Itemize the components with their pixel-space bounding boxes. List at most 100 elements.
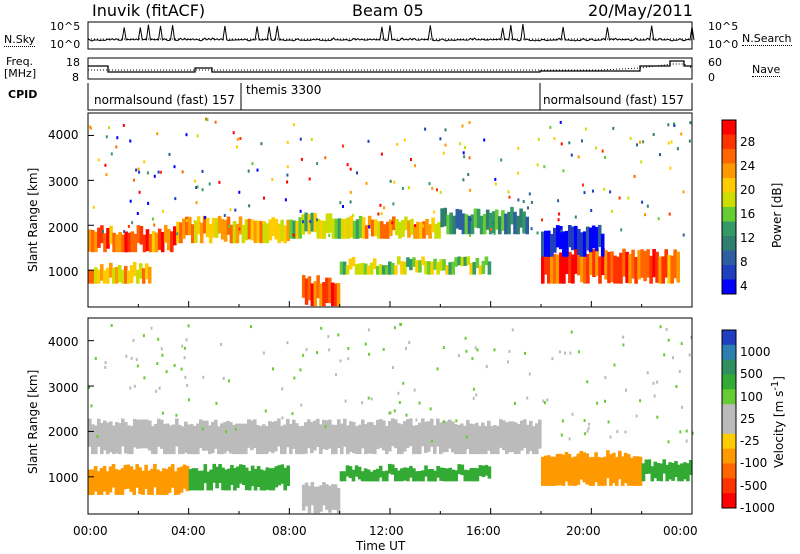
- velocity-speck-151: [596, 401, 599, 405]
- power-cbar-seg-4: [722, 178, 736, 193]
- velocity-speck-172: [675, 385, 678, 388]
- velocity-cell-4-24: [412, 468, 416, 482]
- velocity-cell-1-5: [102, 466, 107, 492]
- velocity-speck-123: [183, 346, 186, 350]
- velocity-cell-2-0: [188, 469, 193, 491]
- power-cell-2-11: [322, 220, 327, 239]
- velocity-cell-3-12: [336, 488, 341, 514]
- velocity-speck-24: [667, 440, 670, 444]
- power-cell-7-48: [484, 256, 489, 266]
- power-speck-117: [560, 229, 563, 233]
- velocity-cell-0-143: [517, 424, 521, 455]
- power-speck-112: [558, 212, 561, 216]
- velocity-speck-92: [639, 399, 642, 403]
- power-speck-53: [173, 165, 176, 169]
- velocity-cell-1-28: [170, 464, 175, 488]
- power-cell-8-9: [568, 251, 572, 284]
- velocity-speck-157: [405, 346, 407, 350]
- velocity-cell-5-27: [620, 456, 625, 486]
- velocity-speck-143: [347, 347, 350, 350]
- power-cell-3-16: [413, 224, 417, 239]
- freq-trace: [88, 60, 693, 73]
- velocity-cell-4-10: [369, 471, 374, 482]
- velocity-speck-11: [104, 365, 107, 369]
- power-cell-3-4: [376, 221, 381, 239]
- velocity-cell-0-113: [427, 421, 431, 452]
- power-cell-9-8: [565, 230, 569, 257]
- velocity-cell-0-29: [175, 418, 179, 447]
- velocity-cell-0-91: [361, 419, 365, 449]
- power-speck-131: [557, 218, 560, 222]
- velocity-cell-0-105: [403, 421, 407, 452]
- power-cell-1-5: [191, 224, 195, 244]
- velocity-cell-0-38: [202, 420, 206, 451]
- velocity-cell-4-8: [363, 468, 368, 482]
- velocity-cell-0-118: [442, 421, 446, 453]
- power-cell-8-32: [637, 250, 641, 280]
- velocity-speck-43: [616, 430, 619, 434]
- power-cell-9-12: [577, 228, 581, 255]
- power-cell-0-3: [97, 227, 101, 248]
- power-speck-208: [618, 196, 621, 200]
- velocity-speck-50: [586, 429, 589, 433]
- velocity-cell-0-6: [106, 422, 110, 455]
- velocity-cell-2-21: [250, 465, 255, 487]
- power-cell-5-14: [129, 265, 134, 283]
- velocity-cell-0-18: [142, 419, 146, 449]
- power-cell-7-41: [463, 256, 468, 266]
- velocity-speck-59: [156, 362, 159, 365]
- velocity-cell-6-1: [644, 459, 649, 474]
- power-speck-4: [392, 202, 395, 206]
- velocity-cell-4-41: [463, 469, 468, 482]
- velocity-cell-0-22: [154, 423, 158, 455]
- power-speck-164: [168, 152, 171, 156]
- power-cell-4-1: [443, 207, 447, 227]
- cpid-label: CPID: [8, 88, 38, 101]
- velocity-speck-112: [476, 348, 479, 352]
- velocity-cell-0-103: [397, 423, 401, 455]
- power-speck-34: [433, 210, 436, 214]
- velocity-speck-144: [150, 326, 153, 330]
- power-cell-7-25: [415, 260, 419, 273]
- velocity-cell-5-14: [582, 452, 587, 483]
- velocity-cell-2-15: [233, 468, 237, 491]
- velocity-cell-1-6: [105, 471, 110, 495]
- vel-tick-100: 100: [740, 390, 763, 404]
- power-cell-8-10: [571, 254, 575, 284]
- velocity-cell-0-108: [412, 425, 416, 455]
- velocity-cell-1-26: [165, 469, 169, 495]
- velocity-cell-0-47: [229, 422, 233, 454]
- velocity-cell-0-61: [271, 421, 275, 454]
- velocity-speck-58: [429, 407, 432, 411]
- power-cell-0-9: [115, 234, 119, 253]
- velocity-cell-2-14: [230, 465, 234, 485]
- velocity-cell-0-68: [292, 419, 296, 449]
- velocity-cell-4-6: [357, 466, 362, 480]
- power-cell-6-6: [319, 283, 323, 307]
- velocity-cell-5-30: [629, 457, 634, 486]
- velocity-cell-0-126: [466, 419, 470, 450]
- velocity-speck-5: [181, 344, 184, 348]
- power-cell-7-40: [460, 257, 465, 267]
- velocity-speck-154: [155, 389, 158, 393]
- power-cell-4-23: [510, 206, 514, 225]
- velocity-cell-0-60: [268, 421, 272, 452]
- velocity-cell-0-82: [334, 424, 338, 455]
- velocity-cell-5-17: [591, 457, 595, 486]
- power-cell-3-2: [370, 219, 375, 237]
- velocity-cell-0-39: [205, 420, 209, 451]
- power-speck-215: [595, 146, 598, 150]
- power-tick-12: 12: [740, 231, 756, 245]
- velocity-cell-0-129: [475, 422, 479, 455]
- velocity-speck-40: [451, 428, 454, 431]
- power-speck-49: [592, 189, 594, 193]
- velocity-cell-4-43: [469, 468, 474, 482]
- power-speck-58: [229, 208, 232, 212]
- velocity-cell-0-11: [121, 418, 125, 447]
- power-speck-119: [97, 158, 100, 162]
- power-speck-2: [444, 128, 447, 132]
- power-speck-168: [557, 199, 560, 203]
- power-speck-187: [247, 169, 250, 173]
- power-speck-196: [251, 162, 254, 166]
- velocity-speck-147: [609, 435, 612, 439]
